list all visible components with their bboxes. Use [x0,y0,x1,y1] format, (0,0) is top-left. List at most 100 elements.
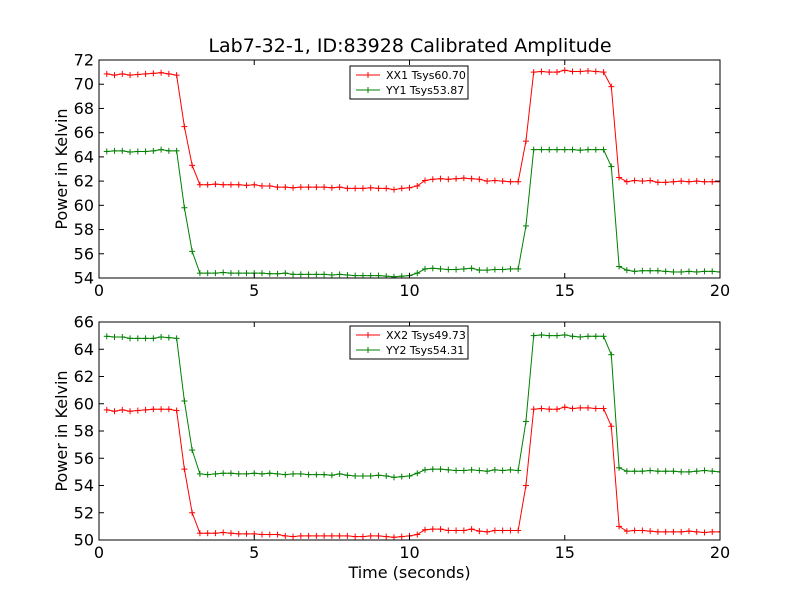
data-point [297,470,304,477]
data-point [359,472,366,479]
data-point [678,528,685,535]
data-point [165,406,172,413]
data-point [522,222,529,229]
data-point [158,146,165,153]
data-point [181,204,188,211]
data-point [134,407,141,414]
data-point [274,184,281,191]
y-tick-label: 58 [74,220,94,239]
data-point [204,471,211,478]
data-point [227,181,234,188]
data-point [328,532,335,539]
data-point [235,270,242,277]
data-point [437,175,444,182]
data-point [406,472,413,479]
data-point [717,468,720,475]
data-point [196,470,203,477]
data-point [414,531,421,538]
data-point [429,265,436,272]
data-point [553,146,560,153]
data-point [173,407,180,414]
y-axis-label: Power in Kelvin [52,370,71,491]
data-point [553,332,560,339]
data-point [647,267,654,274]
data-point [290,184,297,191]
data-point [227,270,234,277]
data-point [460,265,467,272]
data-point [259,531,266,538]
data-point [437,265,444,272]
data-point [119,70,126,77]
figure-title: Lab7-32-1, ID:83928 Calibrated Amplitude [208,35,611,57]
data-point [709,268,716,275]
data-point [569,68,576,75]
data-point [297,271,304,278]
data-point [204,530,211,537]
data-point [585,67,592,74]
data-point [515,527,522,534]
data-point [678,178,685,185]
data-point [103,148,110,155]
data-point [398,273,405,278]
y-tick-label: 54 [74,476,94,495]
data-point [390,474,397,481]
data-point [344,532,351,539]
data-point [181,466,188,473]
data-point [600,405,607,412]
data-point [530,332,537,339]
data-point [414,470,421,477]
data-point [196,181,203,188]
data-point [142,406,149,413]
legend: XX2 Tsys49.73 YY2 Tsys54.31 [349,325,469,360]
data-point [717,178,720,185]
data-point [406,184,413,191]
data-point [654,528,661,535]
data-point [631,177,638,184]
x-axis-label: Time (seconds) [347,563,470,582]
data-point [243,182,250,189]
data-point [352,533,359,540]
y-tick-label: 60 [74,394,94,413]
data-point [468,526,475,533]
y-tick-label: 68 [74,99,94,118]
data-point [398,473,405,480]
data-point [127,335,134,342]
data-point [189,248,196,255]
data-point [484,267,491,274]
x-tick-label: 5 [249,281,259,300]
x-tick-label: 15 [555,543,575,562]
data-point [313,471,320,478]
data-point [212,530,219,537]
data-point [445,176,452,183]
data-point [359,533,366,540]
data-point [305,532,312,539]
data-point [328,184,335,191]
data-point [220,181,227,188]
data-point [189,509,196,516]
data-point [600,146,607,153]
data-point [251,181,258,188]
data-point [259,470,266,477]
data-point [127,72,134,79]
data-point [119,333,126,340]
data-point [445,527,452,534]
data-point [647,467,654,474]
data-point [142,335,149,342]
y-tick-label: 52 [74,503,94,522]
data-point [499,467,506,474]
x-tick-label: 20 [710,281,730,300]
data-point [577,147,584,154]
data-point [569,333,576,340]
data-point [181,123,188,130]
data-point [685,468,692,475]
data-point [577,333,584,340]
data-point [142,148,149,155]
data-point [585,146,592,153]
data-point [522,418,529,425]
data-point [647,528,654,535]
data-point [678,468,685,475]
data-point [476,528,483,535]
data-point [398,185,405,192]
data-point [639,468,646,475]
